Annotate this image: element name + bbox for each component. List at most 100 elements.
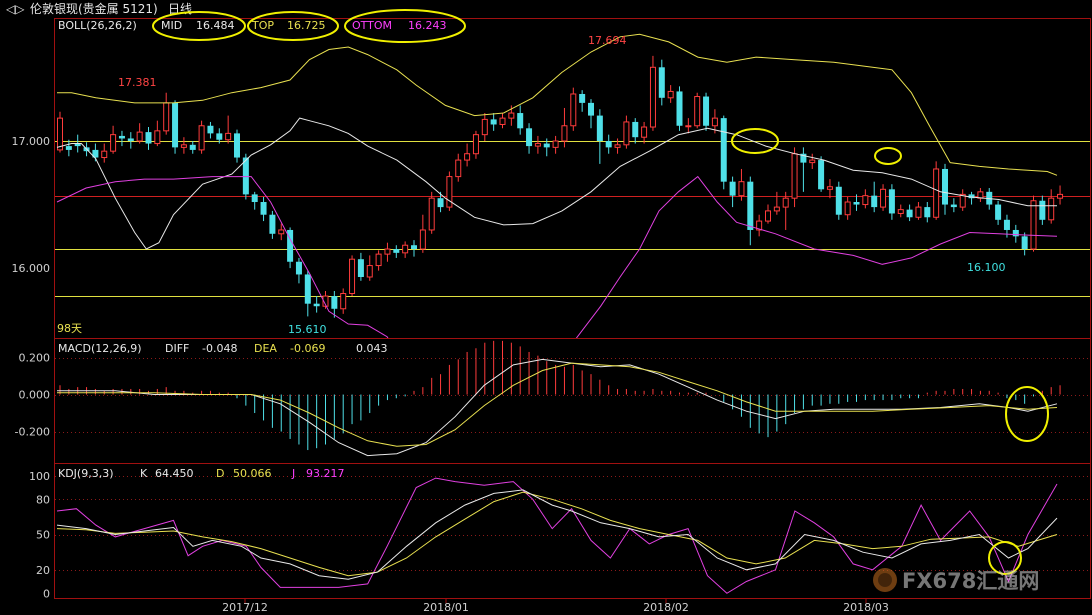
- boll-label[interactable]: BOLL(26,26,2): [58, 19, 137, 32]
- candle: [437, 191, 444, 213]
- candle-body: [110, 134, 117, 152]
- x-axis-label: 2018/03: [843, 601, 889, 614]
- candle: [818, 156, 825, 192]
- candle-body: [278, 229, 285, 235]
- candle-body: [552, 140, 559, 148]
- candles: [57, 55, 1064, 318]
- candle: [897, 204, 904, 218]
- candle: [623, 115, 630, 149]
- candle: [703, 92, 710, 131]
- candle-body: [959, 193, 966, 208]
- candle-body: [1003, 219, 1010, 230]
- candle: [809, 153, 816, 169]
- boll-lower-line: [56, 175, 1058, 338]
- candle: [552, 135, 559, 154]
- horizontal-levels: [55, 141, 1090, 297]
- candle: [871, 181, 878, 213]
- candle: [287, 227, 294, 269]
- candle: [225, 115, 232, 144]
- days-label: 98天: [57, 322, 82, 335]
- candle-body: [331, 296, 338, 309]
- candle: [455, 153, 462, 182]
- candle-body: [472, 134, 479, 155]
- candle: [729, 176, 736, 208]
- boll-mid-line: [56, 117, 1057, 250]
- candle: [826, 179, 833, 199]
- candle-body: [198, 125, 205, 151]
- candle: [419, 214, 426, 253]
- candle: [747, 176, 754, 246]
- instrument-title: 伦敦银现(贵金属 5121): [30, 2, 158, 16]
- k-label: K: [140, 467, 148, 480]
- candle-body: [800, 153, 807, 163]
- dea-value: -0.069: [290, 342, 325, 355]
- candle-body: [605, 141, 612, 148]
- candle-body: [853, 202, 860, 205]
- candle: [1039, 195, 1046, 225]
- peak-highlight-ellipse: [874, 147, 902, 165]
- candle-body: [260, 202, 267, 215]
- candle-body: [57, 117, 63, 151]
- candle: [118, 130, 125, 147]
- kdj-j-line: [56, 477, 1058, 594]
- candle: [579, 90, 586, 112]
- candle-body: [322, 295, 329, 307]
- macd-label[interactable]: MACD(12,26,9): [58, 342, 142, 355]
- candle-body: [216, 133, 223, 140]
- candle: [888, 184, 895, 220]
- macd-value: 0.043: [356, 342, 388, 355]
- candle: [942, 163, 948, 215]
- candle-body: [614, 144, 621, 148]
- candle-body: [384, 248, 391, 255]
- top-value: 16.725: [287, 19, 326, 32]
- candle: [393, 245, 400, 258]
- bottom-label: OTTOM: [352, 19, 392, 32]
- candle: [428, 191, 435, 234]
- candle: [561, 107, 568, 148]
- candle-body: [906, 209, 913, 218]
- candle-body: [1021, 236, 1028, 250]
- candle: [588, 99, 594, 129]
- kdj-label[interactable]: KDJ(9,3,3): [58, 467, 114, 480]
- candle: [464, 143, 471, 167]
- candle-body: [738, 181, 745, 197]
- candle: [154, 120, 161, 147]
- candle-body: [968, 194, 975, 199]
- candle: [968, 191, 975, 205]
- j-label: J: [291, 467, 295, 480]
- kdj-cross-highlight-ellipse: [988, 541, 1022, 575]
- candle: [384, 242, 391, 262]
- candle-body: [835, 186, 842, 215]
- candle: [534, 135, 541, 154]
- candle-body: [862, 195, 869, 206]
- kdj-d-line: [56, 491, 1058, 577]
- candle: [667, 85, 674, 103]
- candle: [605, 134, 612, 154]
- candle-body: [649, 66, 656, 128]
- candle-body: [897, 209, 904, 214]
- candle-body: [1012, 229, 1019, 237]
- candle-body: [1039, 200, 1046, 220]
- candle-body: [720, 118, 727, 182]
- candle-body: [375, 253, 382, 267]
- candle: [145, 127, 152, 150]
- candle-body: [773, 206, 780, 212]
- boll-bands: [56, 33, 1058, 338]
- nav-arrows-icon[interactable]: ◁▷: [6, 2, 25, 16]
- k-value: 64.450: [155, 467, 194, 480]
- candle: [65, 139, 72, 157]
- macd-axis-tick: 0.200: [19, 352, 51, 365]
- candle-body: [826, 186, 833, 190]
- candle-body: [145, 132, 152, 144]
- candle: [782, 191, 789, 230]
- bottom-highlight-ellipse: [344, 9, 466, 43]
- candle-body: [1057, 193, 1064, 199]
- axes: 17.000 16.000 0.200 0.000 -0.200 100 80 50 20 0 20…: [12, 135, 889, 614]
- kdj-panel-frame: [54, 463, 1091, 599]
- candle-body: [623, 121, 630, 146]
- price-axis-tick: 16.000: [12, 262, 51, 275]
- candle-body: [1030, 200, 1037, 250]
- candle: [322, 290, 329, 309]
- kdj-axis-tick: 20: [36, 564, 50, 577]
